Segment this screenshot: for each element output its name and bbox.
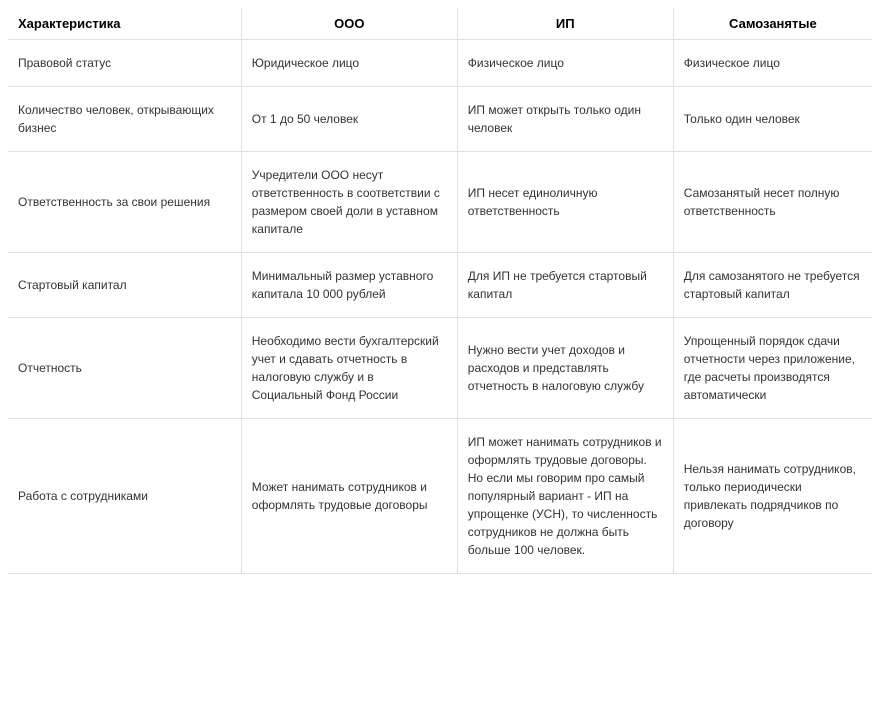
cell-selfemployed: Нельзя нанимать сотрудников, только пери…	[673, 419, 872, 574]
col-header-characteristic: Характеристика	[8, 8, 241, 40]
cell-ip: ИП несет единоличную ответственность	[457, 152, 673, 253]
cell-ooo: Необходимо вести бухгалтерский учет и сд…	[241, 318, 457, 419]
cell-ooo: Учредители ООО несут ответственность в с…	[241, 152, 457, 253]
table-header-row: Характеристика ООО ИП Самозанятые	[8, 8, 872, 40]
col-header-ooo: ООО	[241, 8, 457, 40]
cell-selfemployed: Физическое лицо	[673, 40, 872, 87]
table-row: Ответственность за свои решения Учредите…	[8, 152, 872, 253]
col-header-selfemployed: Самозанятые	[673, 8, 872, 40]
table-row: Стартовый капитал Минимальный размер уст…	[8, 253, 872, 318]
cell-ip: ИП может нанимать сотрудников и оформлят…	[457, 419, 673, 574]
cell-ip: ИП может открыть только один человек	[457, 87, 673, 152]
table-row: Отчетность Необходимо вести бухгалтерски…	[8, 318, 872, 419]
cell-ooo: Может нанимать сотрудников и оформлять т…	[241, 419, 457, 574]
cell-ip: Для ИП не требуется стартовый капитал	[457, 253, 673, 318]
cell-ooo: Юридическое лицо	[241, 40, 457, 87]
cell-selfemployed: Упрощенный порядок сдачи отчетности чере…	[673, 318, 872, 419]
cell-characteristic: Правовой статус	[8, 40, 241, 87]
cell-ip: Физическое лицо	[457, 40, 673, 87]
cell-characteristic: Количество человек, открывающих бизнес	[8, 87, 241, 152]
col-header-ip: ИП	[457, 8, 673, 40]
table-row: Правовой статус Юридическое лицо Физичес…	[8, 40, 872, 87]
cell-characteristic: Отчетность	[8, 318, 241, 419]
cell-ooo: От 1 до 50 человек	[241, 87, 457, 152]
table-row: Работа с сотрудниками Может нанимать сот…	[8, 419, 872, 574]
cell-ip: Нужно вести учет доходов и расходов и пр…	[457, 318, 673, 419]
cell-characteristic: Ответственность за свои решения	[8, 152, 241, 253]
cell-selfemployed: Для самозанятого не требуется стартовый …	[673, 253, 872, 318]
cell-characteristic: Работа с сотрудниками	[8, 419, 241, 574]
cell-ooo: Минимальный размер уставного капитала 10…	[241, 253, 457, 318]
comparison-table: Характеристика ООО ИП Самозанятые Правов…	[8, 8, 872, 574]
cell-characteristic: Стартовый капитал	[8, 253, 241, 318]
cell-selfemployed: Только один человек	[673, 87, 872, 152]
table-row: Количество человек, открывающих бизнес О…	[8, 87, 872, 152]
cell-selfemployed: Самозанятый несет полную ответственность	[673, 152, 872, 253]
